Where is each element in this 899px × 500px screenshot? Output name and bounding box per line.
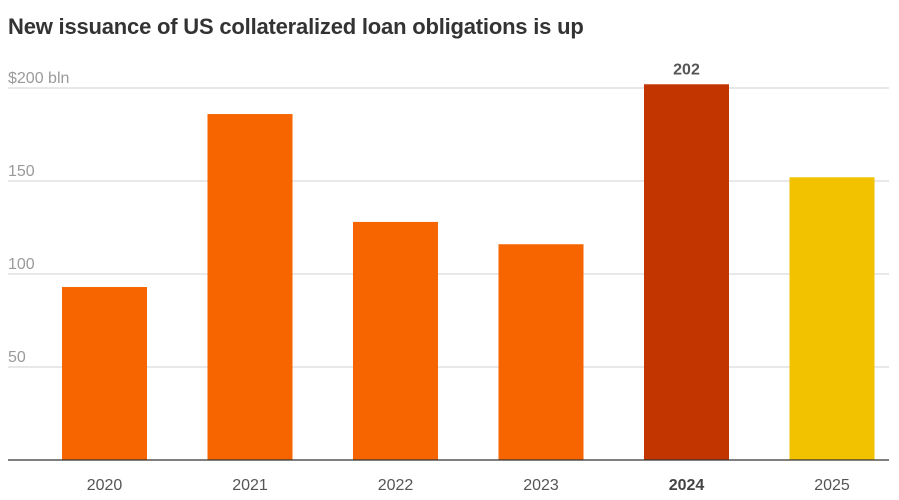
x-tick-label: 2020 [87,477,123,494]
bar-2024 [644,84,729,460]
data-labels: 202 [673,61,700,78]
x-tick-label: 2024 [669,477,705,494]
y-tick-label: 100 [8,256,35,273]
y-axis-labels: 50 100 150 $200 bln [8,70,69,366]
x-tick-label: 2023 [523,477,559,494]
y-tick-label: $200 bln [8,70,69,87]
x-axis-labels: 2020 2021 2022 2023 2024 2025 [87,477,850,494]
bars [62,84,875,460]
bar-2022 [353,221,438,460]
chart-title: New issuance of US collateralized loan o… [8,14,584,39]
bar-2023 [498,244,584,460]
gridlines [8,87,889,368]
x-tick-label: 2021 [232,477,268,494]
bar-2025 [789,177,875,460]
x-tick-label: 2022 [378,477,414,494]
bar-2021 [207,114,293,460]
x-tick-label: 2025 [814,477,850,494]
bar-2020 [62,287,147,460]
data-label: 202 [673,61,700,78]
y-tick-label: 50 [8,349,26,366]
y-tick-label: 150 [8,163,35,180]
